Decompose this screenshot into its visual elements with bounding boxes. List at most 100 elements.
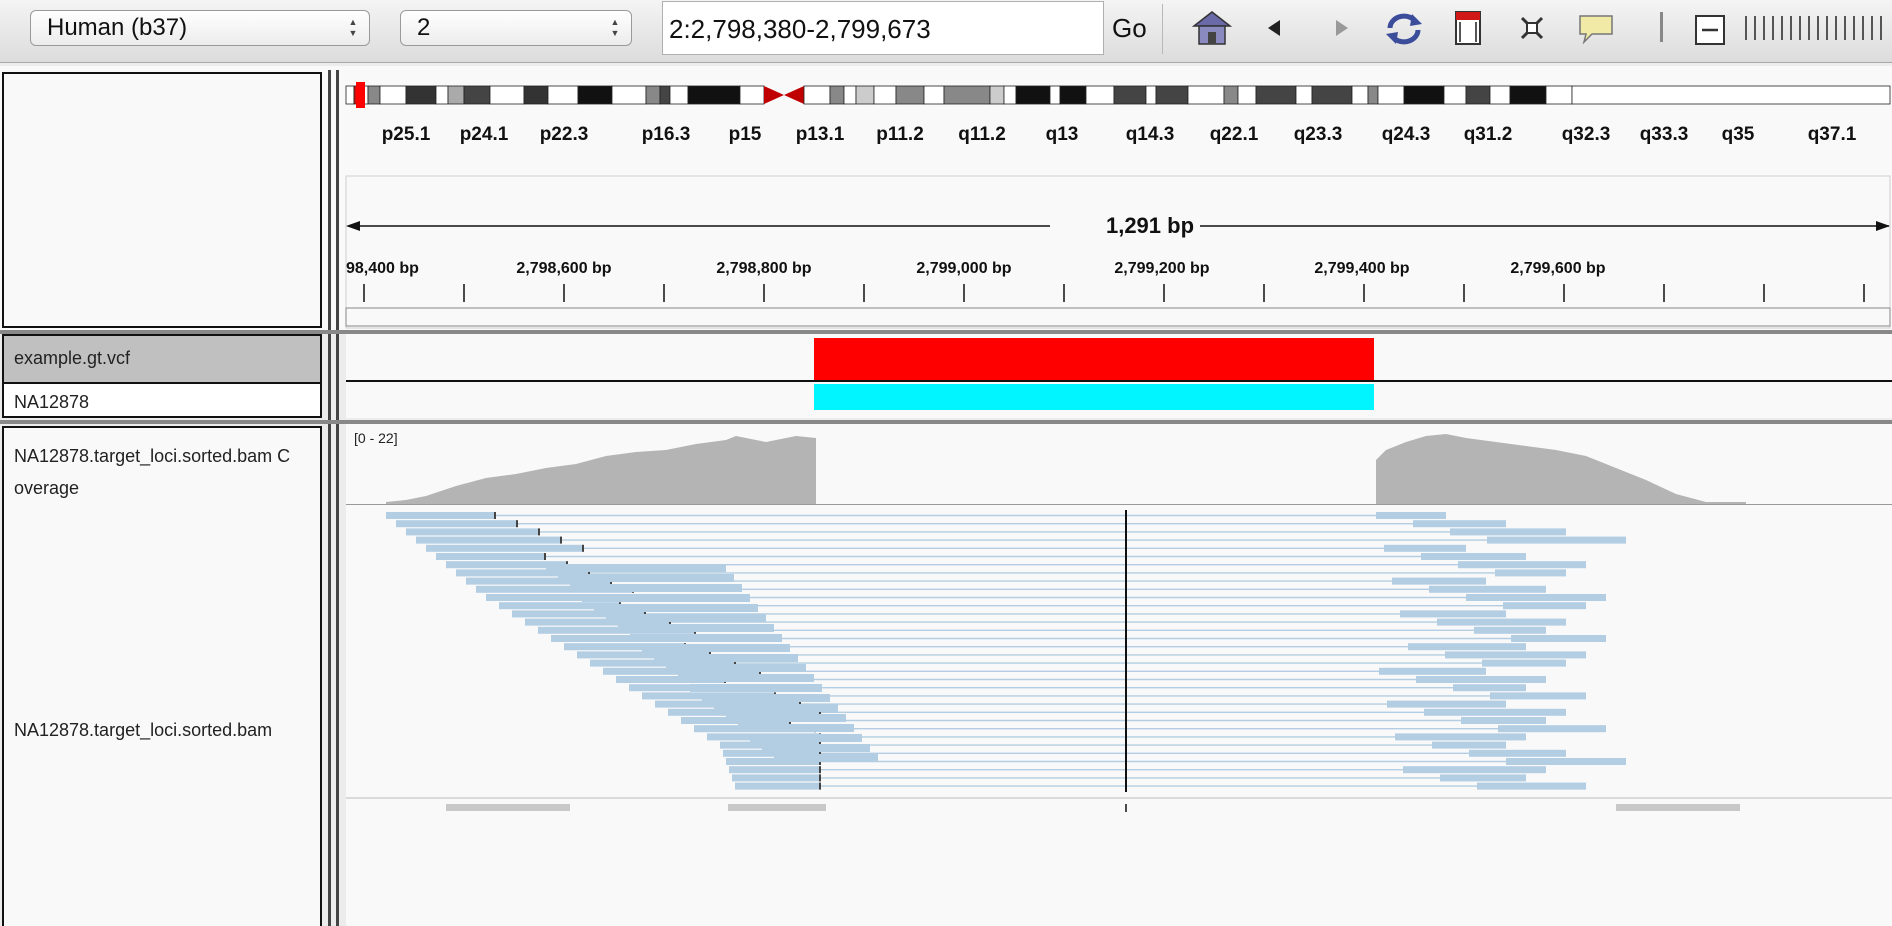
read [577, 651, 711, 659]
ideogram-band [1015, 85, 1051, 105]
clip-marker [819, 782, 821, 790]
chromosome-ideogram[interactable] [345, 82, 1891, 108]
read [570, 584, 742, 592]
span-right-arrow-icon [1876, 221, 1890, 231]
read [525, 618, 671, 626]
vcf-row [346, 334, 1892, 382]
read [512, 610, 646, 618]
locus-input[interactable]: 2:2,798,380-2,799,673 [662, 1, 1104, 55]
ideogram-band-label: q31.2 [1463, 124, 1513, 145]
centromere-q [784, 86, 804, 104]
popup-info-icon[interactable] [1574, 8, 1618, 48]
clip-marker [560, 536, 562, 544]
zoom-out-icon[interactable] [1692, 8, 1728, 48]
read [702, 694, 830, 702]
read [476, 585, 634, 593]
ideogram-band [1255, 85, 1297, 105]
alignment-panel: NA12878.target_loci.sorted.bam C overage… [0, 420, 1892, 926]
ideogram-band-label: q35 [1721, 124, 1755, 145]
ideogram-band [1145, 85, 1157, 105]
read [726, 714, 846, 722]
read [1477, 782, 1586, 790]
genome-dropdown[interactable]: Human (b37) ▲ ▼ [30, 10, 370, 46]
read [1466, 594, 1606, 601]
zoom-slider[interactable] [1738, 8, 1892, 48]
read [538, 626, 696, 634]
read [594, 604, 758, 612]
vcf-track-name: example.gt.vcf [14, 348, 131, 368]
ideogram-band [855, 85, 875, 105]
coverage-histogram-left [386, 436, 816, 504]
ruler-tick-label: 2,799,400 bp [1314, 260, 1410, 277]
ruler-tick-label: 2,799,600 bp [1510, 260, 1606, 277]
read [1453, 684, 1526, 692]
alignment-canvas[interactable] [346, 424, 1892, 926]
variant-bar[interactable] [814, 338, 1374, 380]
forward-arrow-icon[interactable] [1318, 8, 1362, 48]
read [1469, 749, 1566, 757]
ideogram-band [1571, 85, 1891, 105]
toolbar: Human (b37) ▲ ▼ 2 ▲ ▼ 2:2,798,380-2,799,67… [0, 0, 1892, 63]
ideogram-band [523, 85, 549, 105]
clip-marker [494, 512, 496, 519]
genotype-bar[interactable] [814, 384, 1374, 410]
read [1395, 733, 1526, 741]
ideogram-band [1545, 85, 1573, 105]
chromosome-dropdown[interactable]: 2 ▲ ▼ [400, 10, 632, 46]
fit-window-icon[interactable] [1510, 8, 1554, 48]
region-of-interest-icon[interactable] [1446, 8, 1490, 48]
read [1458, 561, 1586, 569]
ideogram-band [1237, 85, 1257, 105]
read [729, 766, 821, 774]
ideogram-band [1403, 85, 1445, 105]
read [616, 676, 726, 683]
read [1392, 577, 1486, 585]
panel-divider[interactable] [0, 330, 1892, 334]
read [486, 594, 596, 601]
ideogram-band [1049, 85, 1061, 105]
coverage-track-name[interactable]: NA12878.target_loci.sorted.bam C [14, 446, 291, 466]
read [735, 782, 821, 790]
variant-data-area [346, 334, 1892, 418]
ideogram-band [803, 85, 831, 105]
ideogram-band [379, 85, 407, 105]
ideogram-band [1351, 85, 1369, 105]
read [466, 577, 612, 585]
clip-marker [819, 708, 821, 716]
alignment-track-name[interactable]: NA12878.target_loci.sorted.bam [14, 720, 273, 740]
home-icon[interactable] [1190, 8, 1234, 48]
read [750, 734, 862, 742]
read [426, 544, 584, 552]
span-label-bg [1050, 212, 1200, 240]
read [1511, 635, 1606, 642]
ideogram-band-label: p25.1 [381, 124, 431, 145]
ideogram-band [1509, 85, 1547, 105]
ideogram-band [923, 85, 945, 105]
refresh-icon[interactable] [1382, 8, 1426, 48]
ruler-tick-label: 2,799,000 bp [916, 260, 1012, 277]
clip-marker [734, 659, 736, 667]
clip-marker [544, 553, 546, 560]
read [1450, 528, 1566, 536]
vcf-track-name-row[interactable]: example.gt.vcf [4, 336, 320, 384]
read [436, 553, 546, 560]
panel-divider[interactable] [0, 420, 1892, 424]
go-button[interactable]: Go [1112, 13, 1147, 43]
ideogram-band [1113, 85, 1147, 105]
clip-marker [538, 528, 540, 536]
ideogram-band-label: p16.3 [641, 124, 691, 145]
read [446, 561, 568, 569]
ruler-frame [345, 175, 1891, 329]
variant-panel: example.gt.vcf NA12878 [0, 330, 1892, 420]
read [1432, 741, 1506, 749]
ruler-ticks [363, 284, 1865, 302]
read [726, 758, 821, 765]
back-arrow-icon[interactable] [1254, 8, 1298, 48]
ideogram-band-label: q22.1 [1209, 124, 1259, 145]
read [546, 564, 726, 572]
ideogram-band [1465, 85, 1491, 105]
read [762, 744, 870, 752]
read [1421, 553, 1526, 560]
ideogram-band [1367, 85, 1379, 105]
panel-splitter[interactable] [328, 70, 331, 332]
